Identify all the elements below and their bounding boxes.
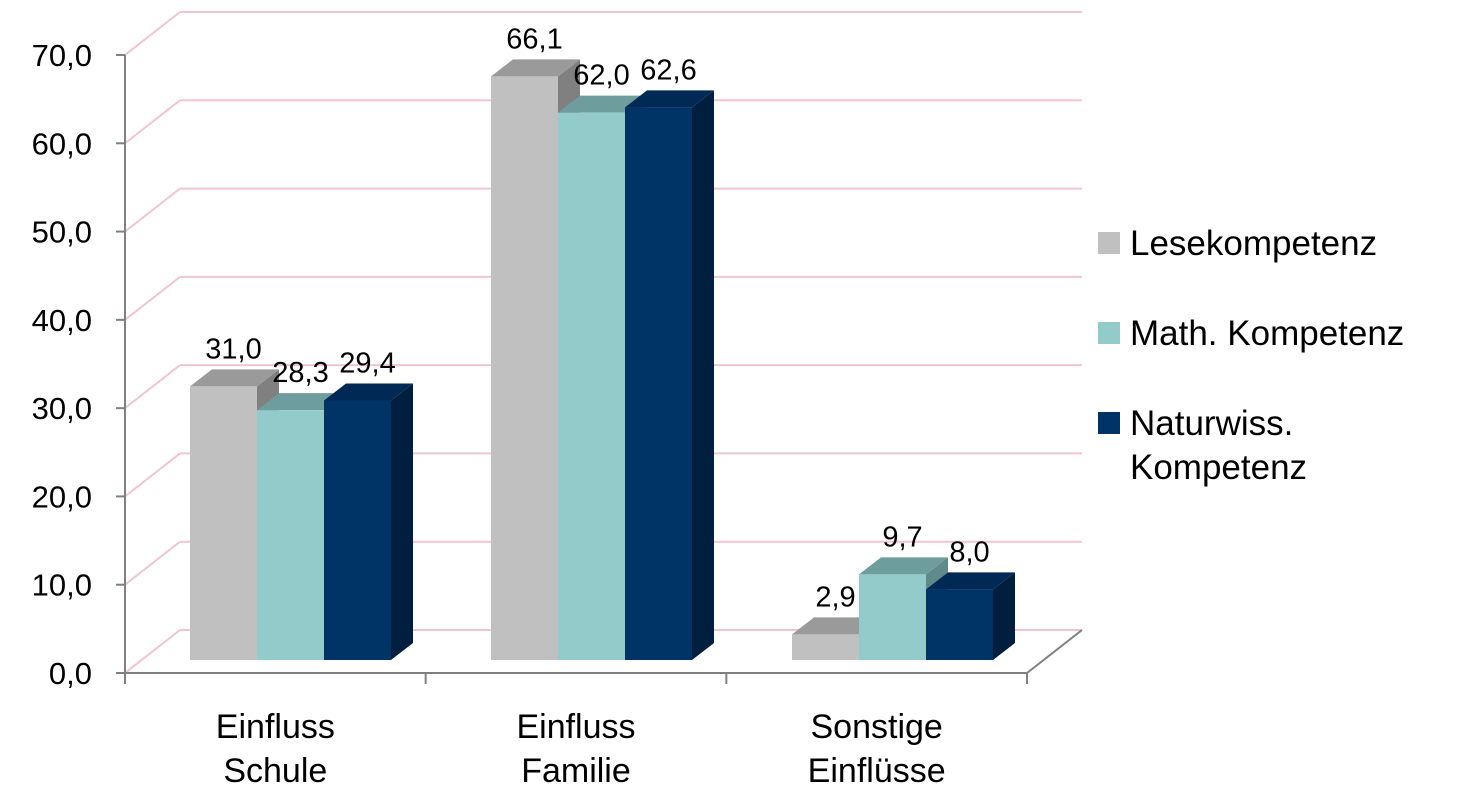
- y-tick-label: 10,0: [32, 568, 92, 603]
- data-label-math-kompetenz-sonstige-einflüsse: 9,7: [882, 521, 922, 553]
- bar-side-naturwiss-kompetenz-einfluss-familie: [692, 90, 714, 661]
- data-label-naturwiss-kompetenz-sonstige-einflüsse: 8,0: [949, 536, 989, 568]
- legend-item-naturwiss-kompetenz: Naturwiss. Kompetenz: [1098, 402, 1464, 490]
- category-label-einfluss-familie: Einfluss: [516, 708, 635, 746]
- bar-top-math-kompetenz-sonstige-einflüsse: [859, 557, 948, 575]
- y-tick-label: 0,0: [49, 656, 92, 691]
- category-label-einfluss-schule: Einfluss: [216, 708, 335, 746]
- category-label-sonstige-einflüsse: Sonstige: [811, 708, 943, 746]
- y-tick-label: 30,0: [32, 391, 92, 426]
- gridline-depth-60: [124, 99, 181, 145]
- bar-lesekompetenz-sonstige-einflüsse: [792, 634, 859, 660]
- category-label-einfluss-familie: Familie: [521, 752, 631, 790]
- legend-label-math-kompetenz: Math. Kompetenz: [1130, 314, 1405, 353]
- bar-top-math-kompetenz-einfluss-schule: [257, 393, 346, 411]
- bar-math-kompetenz-einfluss-schule: [257, 410, 324, 660]
- gridline-depth-70: [124, 11, 181, 56]
- category-label-einfluss-schule: Schule: [223, 752, 327, 790]
- y-tick-label: 70,0: [32, 38, 92, 73]
- y-tick-label: 40,0: [32, 303, 92, 338]
- data-label-lesekompetenz-einfluss-familie: 66,1: [506, 23, 562, 55]
- bar-top-lesekompetenz-einfluss-schule: [190, 369, 279, 387]
- data-label-math-kompetenz-einfluss-schule: 28,3: [272, 357, 328, 389]
- bar-top-lesekompetenz-sonstige-einflüsse: [792, 617, 881, 635]
- legend-swatch-naturwiss-kompetenz: [1098, 412, 1120, 434]
- bar-lesekompetenz-einfluss-familie: [491, 76, 558, 661]
- legend-label-lesekompetenz: Lesekompetenz: [1130, 224, 1378, 263]
- data-label-lesekompetenz-sonstige-einflüsse: 2,9: [815, 581, 855, 613]
- gridline-depth-10: [124, 540, 181, 586]
- gridline-depth-50: [124, 187, 181, 233]
- bar-top-lesekompetenz-einfluss-familie: [491, 59, 580, 77]
- bar-side-naturwiss-kompetenz-sonstige-einflüsse: [993, 572, 1015, 660]
- data-label-naturwiss-kompetenz-einfluss-familie: 62,6: [640, 54, 696, 86]
- bar-top-naturwiss-kompetenz-sonstige-einflüsse: [926, 572, 1015, 590]
- bar-math-kompetenz-einfluss-familie: [558, 112, 625, 661]
- legend-swatch-math-kompetenz: [1098, 322, 1120, 344]
- gridline-depth-30: [124, 364, 181, 409]
- y-tick-label: 60,0: [32, 126, 92, 161]
- bar-top-naturwiss-kompetenz-einfluss-schule: [324, 383, 413, 401]
- bar-side-naturwiss-kompetenz-einfluss-schule: [391, 383, 413, 660]
- legend-item-lesekompetenz: Lesekompetenz: [1098, 222, 1464, 266]
- y-tick-label: 50,0: [32, 215, 92, 250]
- bar-top-math-kompetenz-einfluss-familie: [558, 95, 647, 113]
- gridline-depth-0: [124, 629, 181, 674]
- category-label-sonstige-einflüsse: Einflüsse: [808, 752, 946, 790]
- floor-right-edge: [1026, 629, 1083, 674]
- data-label-math-kompetenz-einfluss-familie: 62,0: [573, 60, 629, 92]
- gridline-depth-20: [124, 452, 181, 498]
- legend-swatch-lesekompetenz: [1098, 232, 1120, 254]
- bar-math-kompetenz-sonstige-einflüsse: [859, 574, 926, 660]
- gridline-depth-40: [124, 276, 181, 321]
- legend-item-math-kompetenz: Math. Kompetenz: [1098, 312, 1464, 356]
- data-label-naturwiss-kompetenz-einfluss-schule: 29,4: [339, 347, 395, 379]
- legend-label-naturwiss-kompetenz: Naturwiss. Kompetenz: [1130, 404, 1308, 487]
- bar-naturwiss-kompetenz-einfluss-familie: [625, 107, 692, 661]
- bar-lesekompetenz-einfluss-schule: [190, 386, 257, 660]
- bar-top-naturwiss-kompetenz-einfluss-familie: [625, 90, 714, 108]
- bar-naturwiss-kompetenz-einfluss-schule: [324, 400, 391, 660]
- legend: Lesekompetenz Math. Kompetenz Naturwiss.…: [1098, 222, 1464, 536]
- bar-naturwiss-kompetenz-sonstige-einflüsse: [926, 589, 993, 660]
- data-label-lesekompetenz-einfluss-schule: 31,0: [205, 333, 261, 365]
- y-tick-label: 20,0: [32, 479, 92, 514]
